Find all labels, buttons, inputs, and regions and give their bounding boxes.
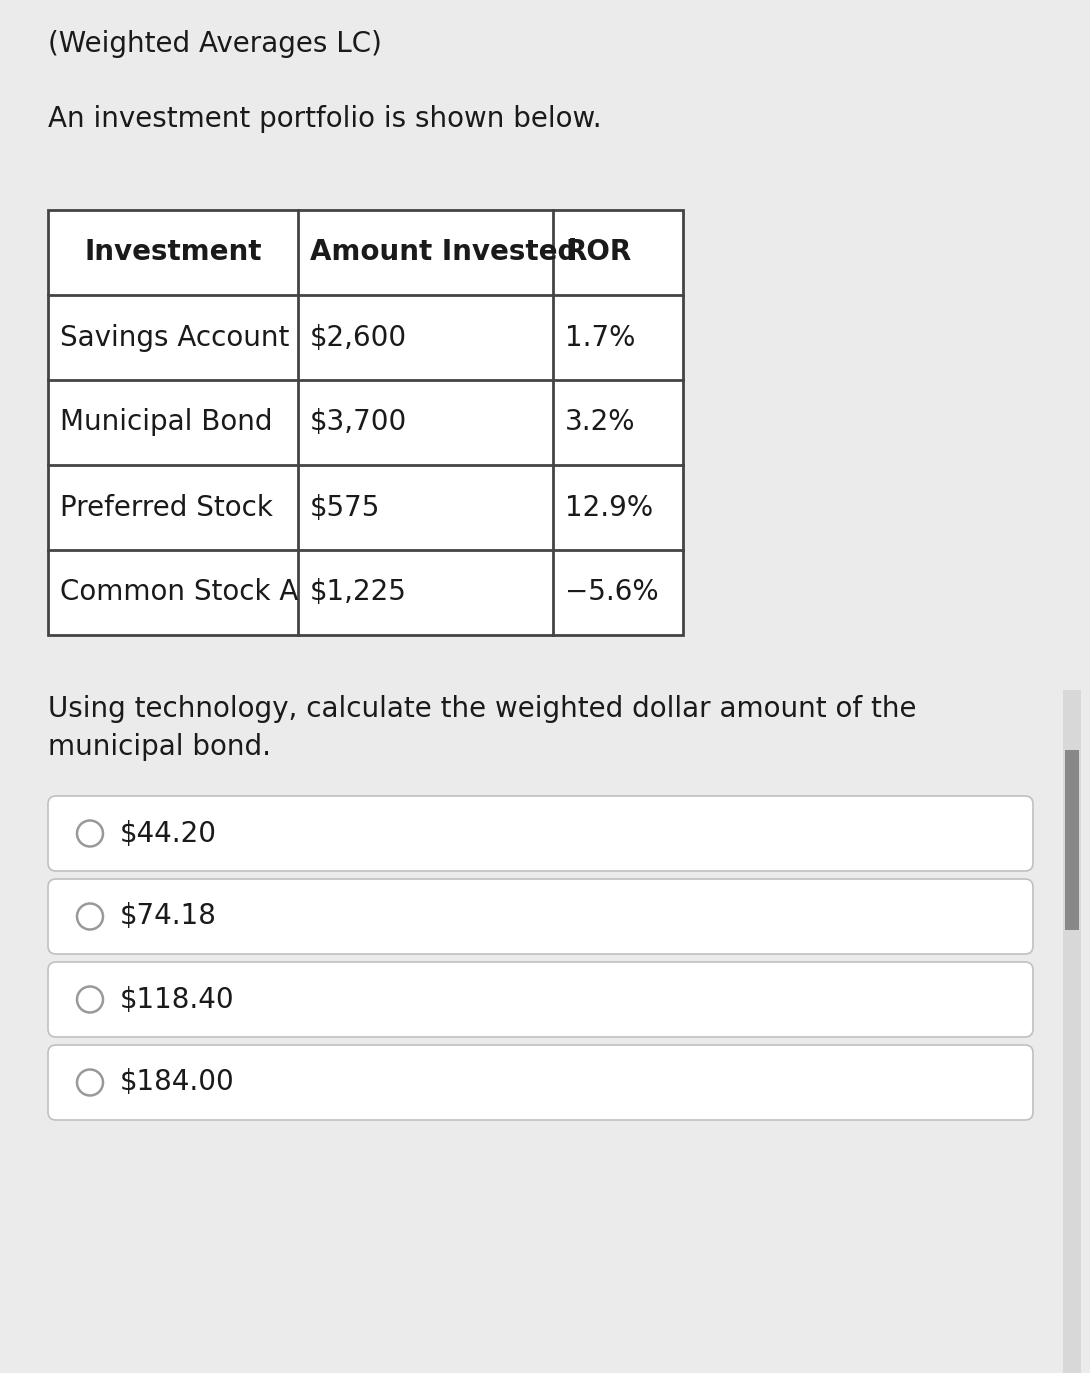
Text: $3,700: $3,700 (310, 409, 408, 437)
Text: An investment portfolio is shown below.: An investment portfolio is shown below. (48, 104, 602, 133)
Text: Municipal Bond: Municipal Bond (60, 409, 272, 437)
FancyBboxPatch shape (48, 879, 1033, 954)
Text: $184.00: $184.00 (120, 1068, 234, 1097)
Text: 1.7%: 1.7% (565, 324, 635, 351)
FancyBboxPatch shape (48, 962, 1033, 1037)
Bar (1063, 691, 1081, 1373)
Text: Preferred Stock: Preferred Stock (60, 493, 272, 522)
Text: 12.9%: 12.9% (565, 493, 653, 522)
Text: $74.18: $74.18 (120, 902, 217, 931)
Text: Using technology, calculate the weighted dollar amount of the: Using technology, calculate the weighted… (48, 695, 917, 724)
FancyBboxPatch shape (48, 796, 1033, 870)
Text: municipal bond.: municipal bond. (48, 733, 271, 761)
Text: $44.20: $44.20 (120, 820, 217, 847)
Text: Savings Account: Savings Account (60, 324, 289, 351)
Text: Common Stock A: Common Stock A (60, 578, 299, 607)
Text: (Weighted Averages LC): (Weighted Averages LC) (48, 30, 382, 58)
Text: $575: $575 (310, 493, 380, 522)
Text: $1,225: $1,225 (310, 578, 407, 607)
Text: Amount Invested: Amount Invested (310, 239, 578, 266)
Text: Investment: Investment (84, 239, 262, 266)
FancyBboxPatch shape (48, 1045, 1033, 1120)
Text: ROR: ROR (565, 239, 631, 266)
Text: 3.2%: 3.2% (565, 409, 635, 437)
Text: −5.6%: −5.6% (565, 578, 658, 607)
Bar (1065, 750, 1079, 930)
Text: $2,600: $2,600 (310, 324, 408, 351)
Bar (48, 210, 683, 634)
Text: $118.40: $118.40 (120, 986, 234, 1013)
